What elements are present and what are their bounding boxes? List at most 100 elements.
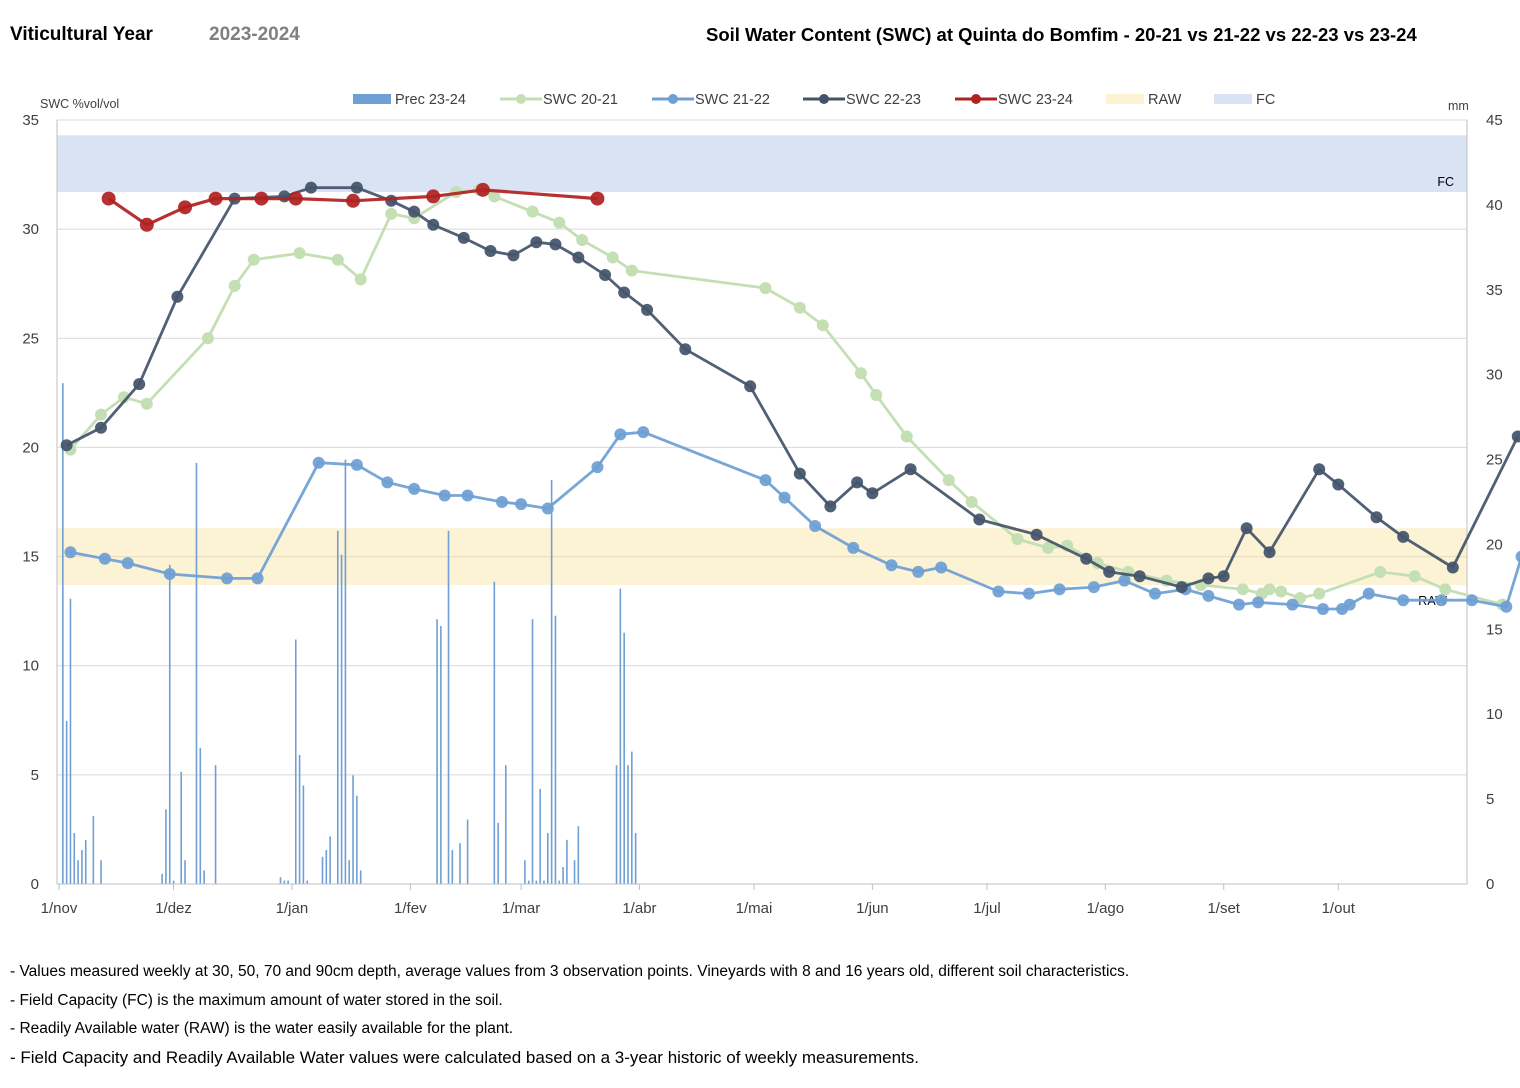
x-tick-label-1/dez: 1/dez: [155, 900, 192, 917]
point-swc-20-21-38: [1275, 585, 1287, 598]
point-swc-22-23-29: [1080, 552, 1093, 565]
prec-bar-29: [336, 530, 339, 884]
y2-tick-label-25: 25: [1486, 452, 1503, 469]
point-swc-22-23-41: [1446, 561, 1459, 574]
prec-bar-26: [321, 856, 324, 884]
legend-prec-23-24-label: Prec 23-24: [395, 92, 466, 108]
point-swc-22-23-31: [1133, 570, 1146, 583]
prec-bar-24: [302, 785, 305, 884]
point-swc-20-21-22: [816, 319, 829, 332]
point-swc-23-24-4: [254, 191, 269, 206]
legend-swc-21-22-label: SWC 21-22: [695, 92, 770, 108]
point-swc-21-22-13: [515, 498, 528, 511]
legend-swc-20-21-label: SWC 20-21: [543, 92, 618, 108]
point-swc-20-21-42: [1408, 570, 1421, 583]
prec-bar-0: [62, 383, 64, 884]
point-swc-23-24-6: [346, 193, 361, 208]
prec-bar-55: [562, 867, 564, 884]
y-tick-label-35: 35: [22, 112, 39, 129]
point-swc-20-21-14: [488, 190, 501, 203]
point-swc-22-23-15: [549, 238, 562, 251]
point-swc-20-21-25: [900, 430, 913, 443]
prec-bar-5: [81, 850, 83, 884]
prec-bar-6: [84, 839, 87, 884]
y2-tick-label-40: 40: [1486, 197, 1503, 214]
legend-swc-23-24-label: SWC 23-24: [998, 92, 1073, 108]
x-tick-label-1/abr: 1/abr: [622, 900, 656, 917]
point-swc-22-23-26: [904, 463, 917, 476]
prec-bar-56: [566, 839, 568, 884]
legend: Prec 23-24 SWC 20-21 SWC 21-22 SWC 22-23 SWC…: [353, 92, 1275, 108]
prec-bar-30: [340, 554, 343, 884]
point-swc-20-21-43: [1439, 583, 1452, 596]
legend-swc-23-24: SWC 23-24: [955, 92, 1073, 108]
point-swc-22-23-16: [572, 251, 585, 264]
prec-bar-13: [180, 771, 182, 884]
legend-swc-21-22: SWC 21-22: [652, 92, 770, 108]
point-swc-21-22-7: [350, 458, 363, 471]
y2-tick-label-20: 20: [1486, 536, 1503, 553]
prec-bar-19: [279, 877, 282, 884]
point-swc-21-22-23: [912, 565, 925, 578]
point-swc-22-23-28: [1030, 528, 1043, 541]
point-swc-21-22-35: [1286, 598, 1299, 611]
prec-bar-47: [531, 619, 534, 884]
axes: [56, 120, 1468, 890]
legend-swc-20-21: SWC 20-21: [500, 92, 618, 108]
point-swc-22-23-33: [1202, 572, 1215, 585]
legend-fc-label: FC: [1256, 92, 1275, 108]
point-swc-22-23-22: [793, 467, 806, 480]
prec-bar-59: [615, 765, 618, 884]
point-swc-21-22-18: [759, 474, 772, 487]
prec-bar-37: [440, 625, 442, 884]
band-fc: [57, 135, 1467, 193]
y-axis-title: SWC %vol/vol: [40, 97, 119, 111]
legend-raw-label: RAW: [1148, 92, 1182, 108]
point-swc-22-23-5: [278, 190, 291, 203]
prec-bar-39: [451, 850, 454, 884]
point-swc-22-23-30: [1103, 565, 1116, 578]
point-swc-22-23-42: [1511, 430, 1520, 443]
point-swc-21-22-19: [778, 491, 791, 504]
point-swc-21-22-4: [221, 572, 234, 585]
prec-bar-61: [623, 632, 625, 884]
point-swc-22-23-25: [866, 487, 879, 500]
prec-bar-28: [329, 836, 331, 884]
point-swc-22-23-32: [1175, 581, 1188, 594]
prec-bar-35: [359, 870, 362, 884]
legend-raw-swatch: [1106, 94, 1144, 104]
footnotes: - Values measured weekly at 30, 50, 70 a…: [10, 958, 1129, 1072]
prec-bar-17: [203, 870, 205, 884]
prec-bar-36: [436, 619, 438, 884]
point-swc-20-21-20: [759, 282, 772, 295]
axis-labels: 0 5 10 15 20 25 30 35 0 5 10 15 20 25 30 35 40 45 SWC %vol…: [22, 97, 1502, 917]
point-swc-20-21-26: [942, 474, 955, 487]
point-swc-20-21-5: [228, 279, 241, 292]
point-swc-21-22-3: [163, 568, 176, 581]
y2-tick-label-30: 30: [1486, 367, 1503, 384]
point-swc-23-24-0: [101, 191, 116, 206]
prec-bar-16: [199, 748, 202, 884]
point-swc-23-24-5: [288, 191, 303, 206]
line-swc-23-24: [107, 188, 598, 227]
prec-bar-63: [631, 751, 633, 884]
legend-swc-22-23: SWC 22-23: [803, 92, 921, 108]
point-swc-21-22-21: [847, 541, 860, 554]
point-swc-21-22-11: [461, 489, 474, 502]
point-swc-20-21-1: [95, 408, 108, 421]
point-swc-22-23-0: [60, 439, 73, 452]
point-swc-21-22-41: [1435, 594, 1448, 607]
point-swc-21-22-0: [64, 546, 77, 559]
y-tick-label-0: 0: [31, 876, 39, 893]
prec-bar-34: [356, 795, 358, 884]
point-swc-20-21-10: [385, 207, 398, 220]
point-swc-21-22-43: [1500, 600, 1513, 613]
point-swc-22-23-38: [1332, 478, 1345, 491]
point-swc-22-23-6: [305, 181, 318, 194]
prec-bar-2: [69, 598, 72, 884]
point-swc-22-23-10: [427, 218, 440, 231]
prec-bar-54: [558, 880, 561, 884]
y-tick-label-15: 15: [22, 549, 39, 566]
